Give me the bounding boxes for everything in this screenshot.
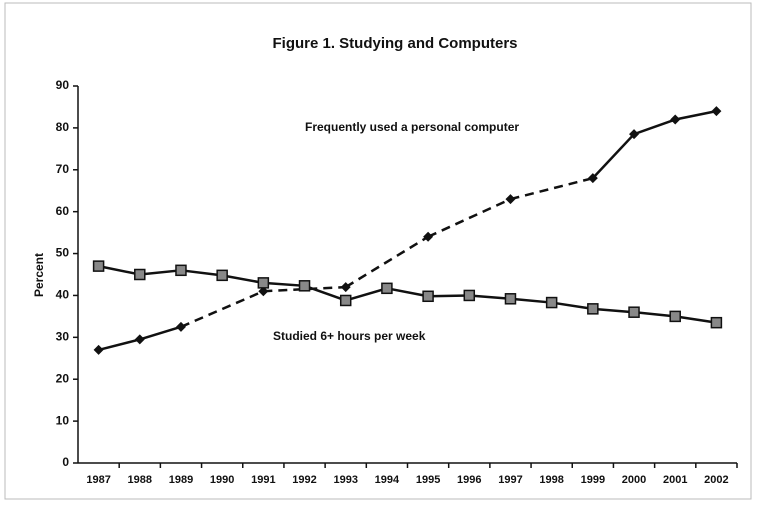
line-segment [345, 287, 388, 302]
x-tick-label: 1991 [251, 474, 275, 486]
data-point [93, 344, 104, 355]
chart-frame [4, 2, 752, 500]
line-segment [591, 133, 635, 180]
line-segment [633, 310, 676, 318]
line-segment [469, 294, 511, 301]
y-axis-label: Percent [32, 253, 46, 297]
line-segment [98, 338, 141, 352]
data-point [587, 303, 599, 315]
data-point [422, 290, 434, 303]
x-tick-label: 1987 [86, 474, 110, 486]
data-point [134, 268, 146, 281]
x-tick-label: 1992 [292, 474, 316, 486]
y-tick-label: 60 [56, 204, 70, 218]
series-annotation: Studied 6+ hours per week [273, 329, 426, 343]
y-tick-label: 50 [56, 246, 70, 260]
data-point [258, 286, 269, 297]
data-point [670, 114, 681, 125]
line-segment [674, 109, 717, 121]
data-point [216, 269, 228, 282]
data-point [175, 321, 186, 332]
x-tick-label: 2001 [663, 474, 687, 486]
line-segment [510, 297, 552, 304]
data-point [381, 282, 393, 295]
data-point [463, 289, 476, 302]
line-segment [180, 290, 264, 329]
x-tick-label: 2000 [622, 474, 646, 486]
line-segment [139, 325, 182, 341]
series-annotation: Frequently used a personal computer [305, 120, 519, 134]
y-tick-label: 90 [56, 78, 70, 92]
x-tick-label: 1996 [457, 474, 481, 486]
line-segment [98, 264, 141, 276]
data-point [504, 293, 517, 305]
x-tick-label: 2002 [704, 474, 728, 486]
data-point [587, 173, 598, 184]
data-point [710, 316, 723, 329]
data-point [628, 306, 640, 318]
y-tick-label: 10 [56, 413, 70, 427]
chart-title: Figure 1. Studying and Computers [272, 35, 517, 52]
y-tick-label: 70 [56, 162, 70, 176]
data-point [298, 280, 311, 292]
data-point [339, 294, 352, 307]
data-point [545, 296, 558, 309]
x-tick-label: 1990 [210, 474, 234, 486]
x-tick-label: 1997 [498, 474, 522, 486]
x-tick-label: 1994 [375, 474, 400, 486]
data-point [711, 106, 722, 117]
line-segment [304, 284, 347, 302]
line-segment [139, 269, 182, 276]
x-tick-label: 1989 [169, 474, 193, 486]
line-segment [263, 285, 346, 293]
line-segment [675, 315, 717, 324]
line-segment [633, 118, 676, 136]
line-segment [386, 287, 429, 298]
x-tick-label: 1988 [128, 474, 152, 486]
line-segment [180, 269, 223, 277]
data-point [423, 231, 434, 242]
data-point [669, 310, 681, 323]
x-tick-label: 1999 [581, 474, 605, 486]
data-point [340, 282, 351, 293]
x-tick-label: 1993 [333, 474, 357, 486]
data-point [257, 277, 270, 289]
y-tick-label: 80 [56, 120, 70, 134]
y-tick-label: 30 [56, 330, 70, 344]
line-segment [263, 281, 305, 288]
data-point [629, 129, 640, 140]
line-segment [221, 274, 264, 285]
data-point [92, 260, 105, 272]
x-tick-label: 1995 [416, 474, 440, 486]
line-segment [592, 307, 635, 314]
line-segment [427, 197, 511, 238]
line-segment [345, 235, 429, 289]
data-point [505, 194, 516, 205]
data-point [134, 334, 145, 345]
line-segment [551, 301, 594, 311]
y-tick-label: 40 [56, 288, 70, 302]
y-tick-label: 0 [62, 455, 69, 469]
y-tick-label: 20 [56, 371, 70, 385]
line-segment [510, 176, 594, 201]
line-segment [428, 294, 470, 298]
data-point [175, 264, 187, 277]
x-tick-label: 1998 [539, 474, 563, 486]
